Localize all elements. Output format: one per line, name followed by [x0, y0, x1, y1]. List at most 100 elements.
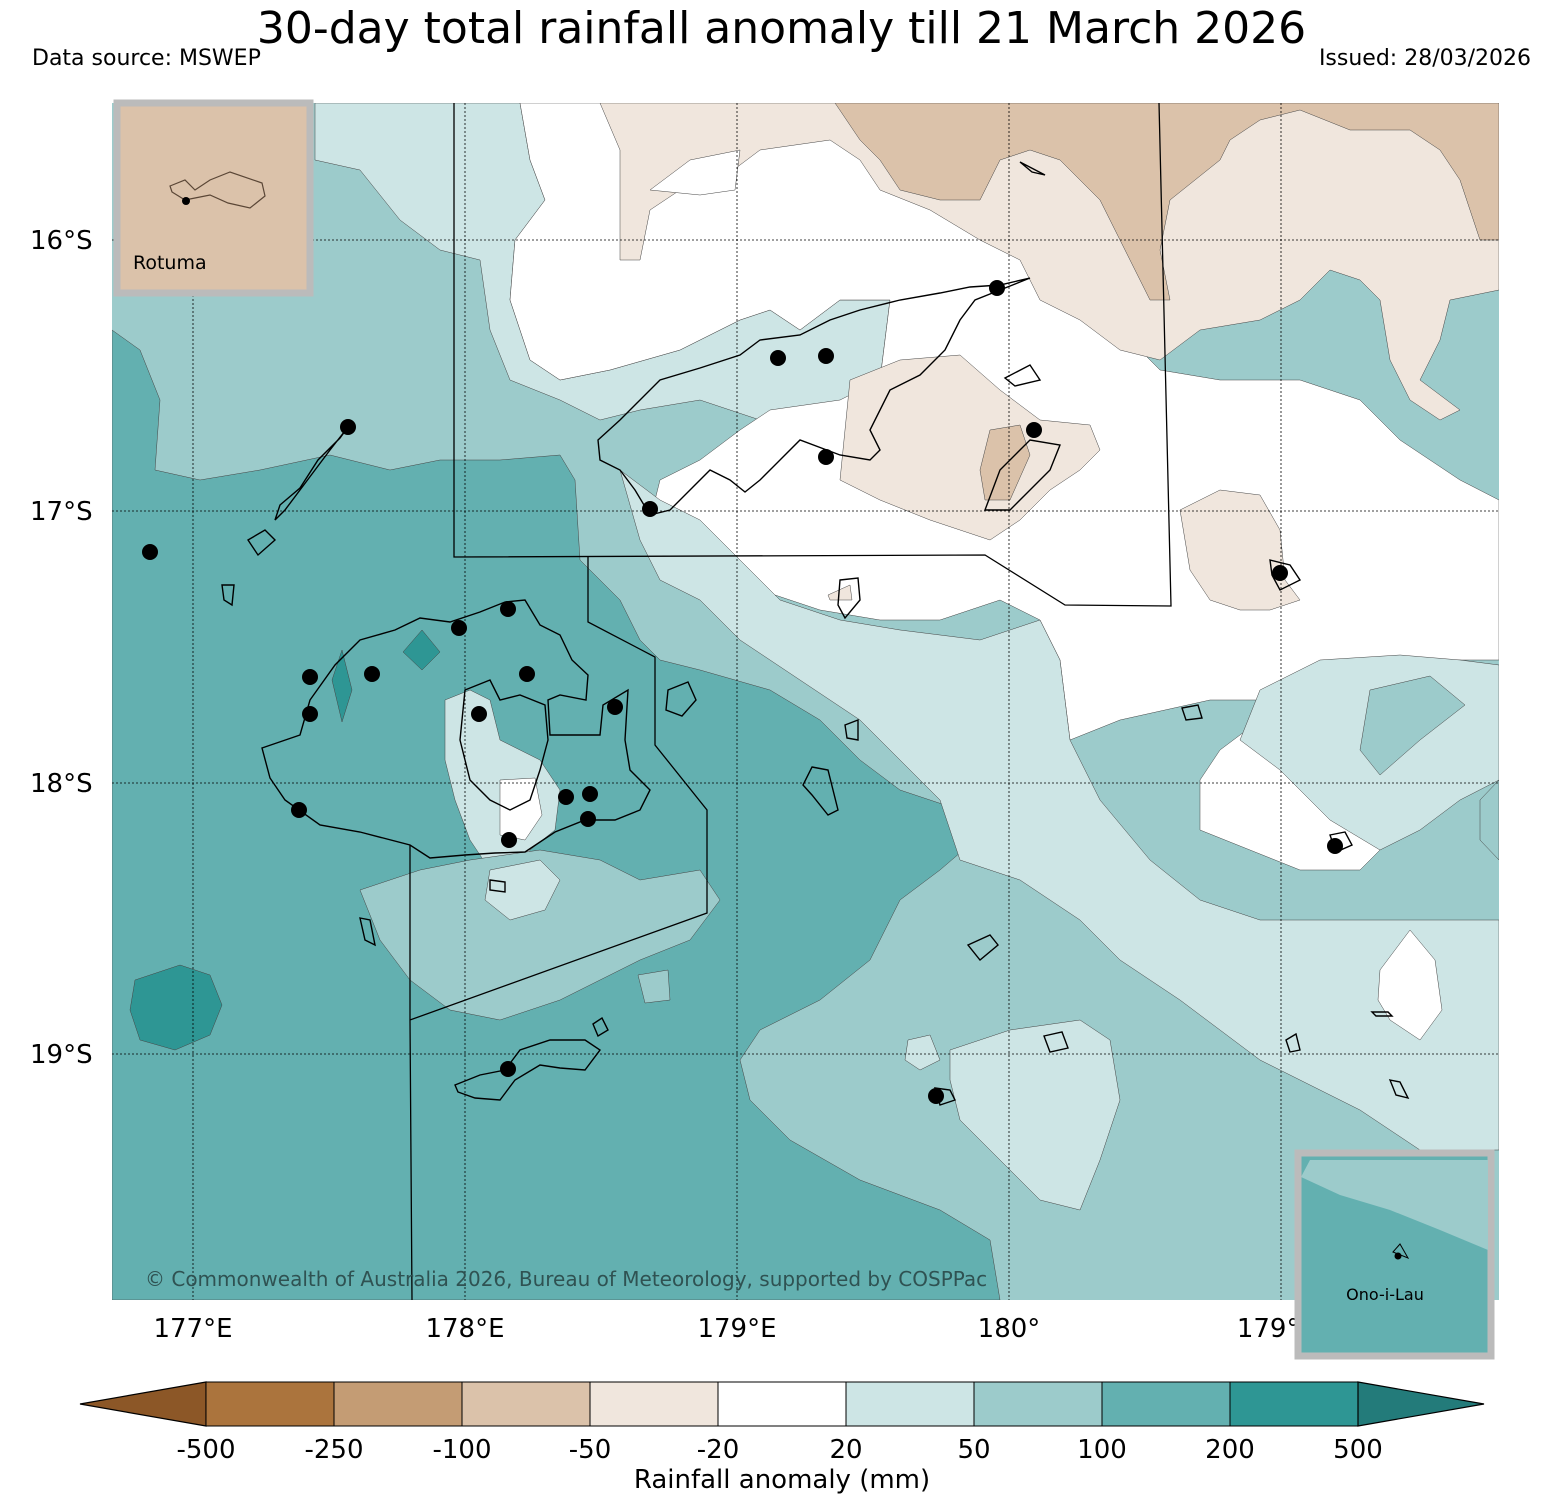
colorbar-segment: [333, 1381, 463, 1427]
colorbar-segment: [1229, 1381, 1359, 1427]
band-neg50-neg20-lau: [1179, 489, 1301, 611]
rotuma-label: Rotuma: [133, 252, 207, 274]
coastlines: [221, 161, 1410, 1106]
station-dot[interactable]: [770, 350, 786, 366]
station-dot[interactable]: [1327, 838, 1343, 854]
map-title: 30-day total rainfall anomaly till 21 Ma…: [256, 3, 1307, 54]
station-dot[interactable]: [302, 669, 318, 685]
band-neg50-neg20-taveuni: [839, 354, 1101, 541]
coast-qamea: [1003, 364, 1042, 387]
coast-vanua-levu: [597, 277, 1031, 516]
colorbar-tick: 50: [957, 1435, 990, 1465]
coast-gau: [844, 718, 859, 741]
station-dot[interactable]: [1026, 422, 1042, 438]
lat-label-19s: 19°S: [30, 1040, 93, 1070]
province-boundary-western: [409, 557, 708, 1300]
lon-label-177e: 177°E: [153, 1314, 232, 1344]
station-dot[interactable]: [1272, 565, 1288, 581]
colorbar-tick: -50: [569, 1435, 611, 1465]
station-dot[interactable]: [818, 348, 834, 364]
band-200-500-blob-west: [331, 649, 353, 723]
coast-vanua-balavu: [1269, 559, 1302, 591]
band-20-50-small-south: [904, 1034, 941, 1071]
colorbar: -500 -250 -100 -50 -20 20 50 100 200 500…: [79, 1381, 1485, 1494]
colorbar-label: Rainfall anomaly (mm): [634, 1465, 930, 1494]
coast-kadavu-south: [592, 1016, 609, 1038]
coast-viti-levu: [261, 599, 651, 859]
band-neg100-neg50-taveuni: [979, 424, 1031, 501]
station-dot[interactable]: [340, 419, 356, 435]
lon-label-180: 180°: [978, 1314, 1041, 1344]
band-20-50-south: [484, 859, 561, 921]
band-50-100-patch-south: [637, 969, 671, 1004]
coast-southeast-b: [1388, 1079, 1410, 1100]
station-dot[interactable]: [928, 1088, 944, 1104]
station-dot[interactable]: [607, 699, 623, 715]
ono-i-lau-band: [1301, 1160, 1488, 1250]
band-200-500-blob-southwest: [129, 964, 223, 1051]
band-20-50-vanualevu: [619, 469, 1499, 1151]
station-dot[interactable]: [500, 601, 516, 617]
station-dot[interactable]: [501, 832, 517, 848]
coast-southeast-a: [1285, 1032, 1301, 1053]
coast-beqa: [489, 879, 506, 893]
station-dot[interactable]: [364, 666, 380, 682]
station-dot[interactable]: [519, 666, 535, 682]
band-neg50-neg20-northeast: [599, 103, 1499, 421]
colorbar-tick: 20: [829, 1435, 862, 1465]
colorbar-extend-low: [79, 1381, 207, 1427]
band-20-50-south-central: [949, 1019, 1121, 1211]
coast-ovalau: [665, 681, 697, 717]
lat-label-17s: 17°S: [30, 497, 93, 527]
rainfall-anomaly-map: [112, 103, 1499, 1300]
coast-taveuni: [983, 439, 1061, 511]
colorbar-segment: [461, 1381, 591, 1427]
ono-i-lau-inset: Ono-i-Lau: [1294, 1149, 1495, 1360]
lat-label-18s: 18°S: [30, 769, 93, 799]
station-dot[interactable]: [500, 1061, 516, 1077]
rotuma-station-dot[interactable]: [182, 197, 190, 205]
colorbar-tick: 500: [1333, 1435, 1383, 1465]
colorbar-tick: -500: [176, 1435, 235, 1465]
rotuma-inset: Rotuma: [113, 99, 314, 297]
colorbar-segment: [845, 1381, 975, 1427]
copyright-text: © Commonwealth of Australia 2026, Bureau…: [145, 1267, 987, 1291]
band-neg50-neg20-small: [827, 584, 853, 601]
colorbar-tick: -100: [432, 1435, 491, 1465]
station-dot[interactable]: [989, 280, 1005, 296]
data-source-label: Data source: MSWEP: [32, 46, 261, 71]
band-50-100-east: [1359, 675, 1466, 776]
colorbar-tick: 100: [1077, 1435, 1127, 1465]
colorbar-tick: 200: [1205, 1435, 1255, 1465]
lat-label-16s: 16°S: [30, 226, 93, 256]
lon-label-179e: 179°E: [697, 1314, 776, 1344]
coast-mamanuca: [247, 529, 277, 557]
graticule: [112, 103, 1499, 1300]
band-50-100-south: [359, 849, 721, 1021]
colorbar-tick: -20: [697, 1435, 739, 1465]
lon-label-178e: 178°E: [425, 1314, 504, 1344]
coast-moala: [966, 934, 999, 961]
ono-i-lau-label: Ono-i-Lau: [1346, 1285, 1424, 1304]
station-dot[interactable]: [471, 706, 487, 722]
station-dot[interactable]: [582, 786, 598, 802]
coast-nacula: [221, 584, 235, 607]
coast-vatulele: [359, 917, 376, 947]
station-dot[interactable]: [580, 811, 596, 827]
ono-i-lau-station-dot[interactable]: [1394, 1252, 1402, 1260]
coast-viti-levu-interior: [459, 679, 549, 811]
station-dot[interactable]: [451, 620, 467, 636]
band-zero-east: [1377, 929, 1443, 1041]
colorbar-segment: [589, 1381, 719, 1427]
station-dot[interactable]: [302, 706, 318, 722]
station-dot[interactable]: [818, 449, 834, 465]
colorbar-segment: [973, 1381, 1103, 1427]
station-dot[interactable]: [642, 501, 658, 517]
coast-yasawa: [274, 426, 349, 521]
colorbar-extend-high: [1357, 1381, 1485, 1427]
issued-date-label: Issued: 28/03/2026: [1318, 46, 1531, 71]
station-dot[interactable]: [291, 802, 307, 818]
station-dot[interactable]: [558, 789, 574, 805]
rainfall-stations: [142, 280, 1343, 1104]
station-dot[interactable]: [142, 544, 158, 560]
